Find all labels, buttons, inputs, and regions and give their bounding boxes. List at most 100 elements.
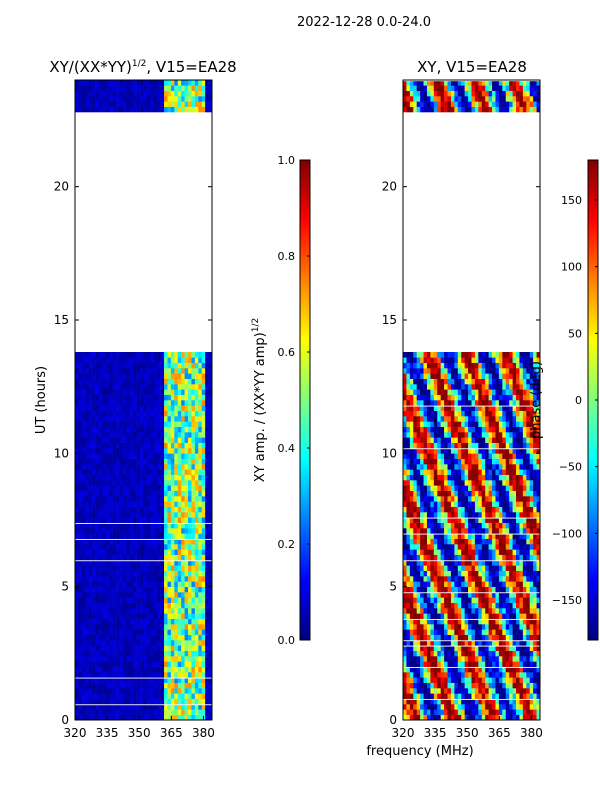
heatmap-cell [105, 538, 110, 545]
heatmap-cell [495, 528, 500, 534]
heatmap-cell [440, 602, 445, 609]
heatmap-cell [533, 650, 537, 657]
heatmap-cell [461, 506, 465, 513]
heatmap-cell [485, 512, 489, 518]
heatmap-cell [502, 709, 507, 715]
heatmap-cell [140, 442, 144, 449]
heatmap-cell [150, 394, 155, 401]
heatmap-cell [150, 554, 155, 561]
heatmap-cell [464, 469, 469, 475]
heatmap-cell [188, 368, 192, 374]
heatmap-cell [498, 464, 503, 470]
heatmap-cell [160, 661, 165, 667]
heatmap-cell [116, 576, 120, 582]
heatmap-cell [198, 496, 203, 502]
heatmap-cell [444, 688, 448, 694]
heatmap-cell [188, 490, 192, 497]
heatmap-cell [133, 416, 137, 422]
heatmap-cell [536, 560, 541, 566]
heatmap-cell [433, 549, 438, 555]
heatmap-cell [526, 565, 531, 571]
heatmap-cell [95, 693, 100, 699]
heatmap-cell [516, 602, 520, 609]
heatmap-cell [143, 592, 148, 598]
heatmap-cell [146, 458, 151, 465]
heatmap-cell [485, 688, 489, 694]
heatmap-cell [536, 634, 541, 641]
heatmap-cell [167, 490, 172, 497]
heatmap-cell [516, 528, 520, 534]
heatmap-cell [95, 698, 100, 705]
heatmap-cell [133, 368, 137, 374]
heatmap-cell [512, 474, 517, 481]
heatmap-cell [495, 544, 500, 550]
heatmap-cell [136, 442, 141, 449]
heatmap-cell [485, 640, 489, 646]
heatmap-cell [208, 426, 213, 433]
heatmap-cell [98, 554, 103, 561]
heatmap-cell [119, 592, 124, 598]
heatmap-cell [444, 512, 448, 518]
heatmap-cell [485, 565, 489, 571]
heatmap-cell [88, 517, 93, 523]
heatmap-cell [437, 560, 441, 566]
heatmap-cell [136, 389, 141, 395]
heatmap-cell [416, 538, 421, 545]
heatmap-cell [416, 586, 421, 593]
heatmap-cell [447, 597, 452, 603]
heatmap-cell [153, 677, 158, 683]
heatmap-cell [126, 709, 131, 715]
heatmap-cell [136, 618, 141, 625]
heatmap-cell [85, 405, 89, 411]
heatmap-cell [409, 629, 414, 635]
heatmap-cell [509, 506, 513, 513]
heatmap-cell [98, 85, 103, 91]
heatmap-cell [92, 352, 96, 358]
heatmap-cell [478, 501, 483, 507]
heatmap-cell [522, 522, 527, 529]
heatmap-cell [170, 421, 175, 427]
heatmap-cell [516, 554, 520, 561]
heatmap-cell [194, 405, 199, 411]
heatmap-cell [478, 672, 483, 678]
heatmap-cell [529, 501, 534, 507]
heatmap-cell [512, 538, 517, 545]
heatmap-cell [78, 682, 83, 689]
heatmap-cell [164, 682, 168, 689]
heatmap-cell [430, 538, 435, 545]
heatmap-cell [150, 357, 155, 363]
heatmap-cell [133, 517, 137, 523]
heatmap-cell [468, 533, 472, 539]
heatmap-cell [102, 416, 107, 422]
heatmap-cell [150, 85, 155, 91]
heatmap-cell [102, 464, 107, 470]
heatmap-cell [498, 624, 503, 630]
heatmap-cell [181, 661, 185, 667]
heatmap-cell [174, 586, 179, 593]
heatmap-cell [409, 474, 414, 481]
heatmap-cell [164, 368, 168, 374]
heatmap-cell [129, 469, 134, 475]
heatmap-cell [522, 624, 527, 630]
heatmap-cell [495, 576, 500, 582]
heatmap-cell [403, 650, 407, 657]
heatmap-cell [471, 464, 476, 470]
heatmap-cell [474, 469, 479, 475]
heatmap-cell [85, 693, 89, 699]
heatmap-cell [433, 560, 438, 566]
heatmap-cell [105, 352, 110, 358]
heatmap-cell [194, 656, 199, 662]
heatmap-cell [112, 362, 117, 369]
heatmap-cell [181, 560, 185, 566]
heatmap-cell [105, 544, 110, 550]
heatmap-cell [95, 650, 100, 657]
heatmap-cell [488, 501, 493, 507]
heatmap-cell [129, 565, 134, 571]
heatmap-cell [109, 517, 113, 523]
heatmap-cell [191, 645, 196, 651]
heatmap-cell [143, 490, 148, 497]
heatmap-cell [194, 682, 199, 689]
heatmap-cell [512, 480, 517, 486]
heatmap-cell [426, 608, 431, 614]
heatmap-cell [184, 464, 189, 470]
